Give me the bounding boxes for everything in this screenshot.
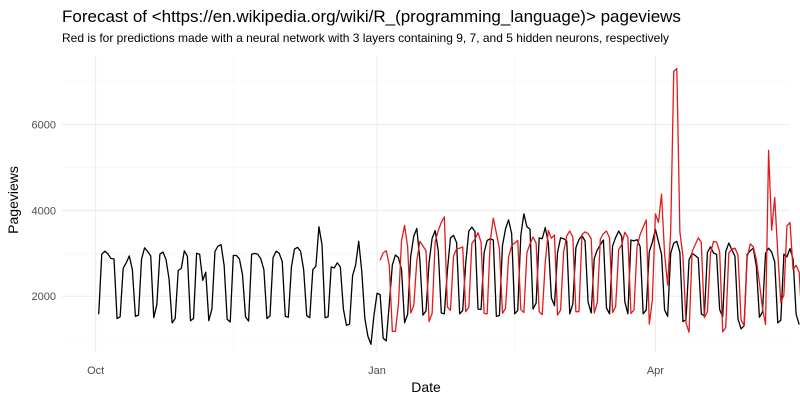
series-group — [98, 67, 800, 345]
chart-subtitle: Red is for predictions made with a neura… — [62, 31, 669, 45]
chart-title: Forecast of <https://en.wikipedia.org/wi… — [62, 7, 681, 26]
y-tick-label: 6000 — [32, 120, 56, 132]
x-tick-label: Apr — [647, 365, 664, 377]
series-line-forecast — [379, 67, 800, 333]
y-tick-label: 4000 — [32, 205, 56, 217]
y-tick-label: 2000 — [32, 291, 56, 303]
x-axis-label: Date — [411, 379, 441, 395]
x-tick-label: Oct — [87, 365, 104, 377]
x-tick-labels: Oct Jan Apr — [87, 365, 664, 377]
x-tick-label: Jan — [368, 365, 386, 377]
y-axis-label: Pageviews — [5, 166, 21, 234]
y-tick-labels: 2000 4000 6000 — [32, 120, 56, 304]
series-line-actual — [98, 213, 800, 345]
